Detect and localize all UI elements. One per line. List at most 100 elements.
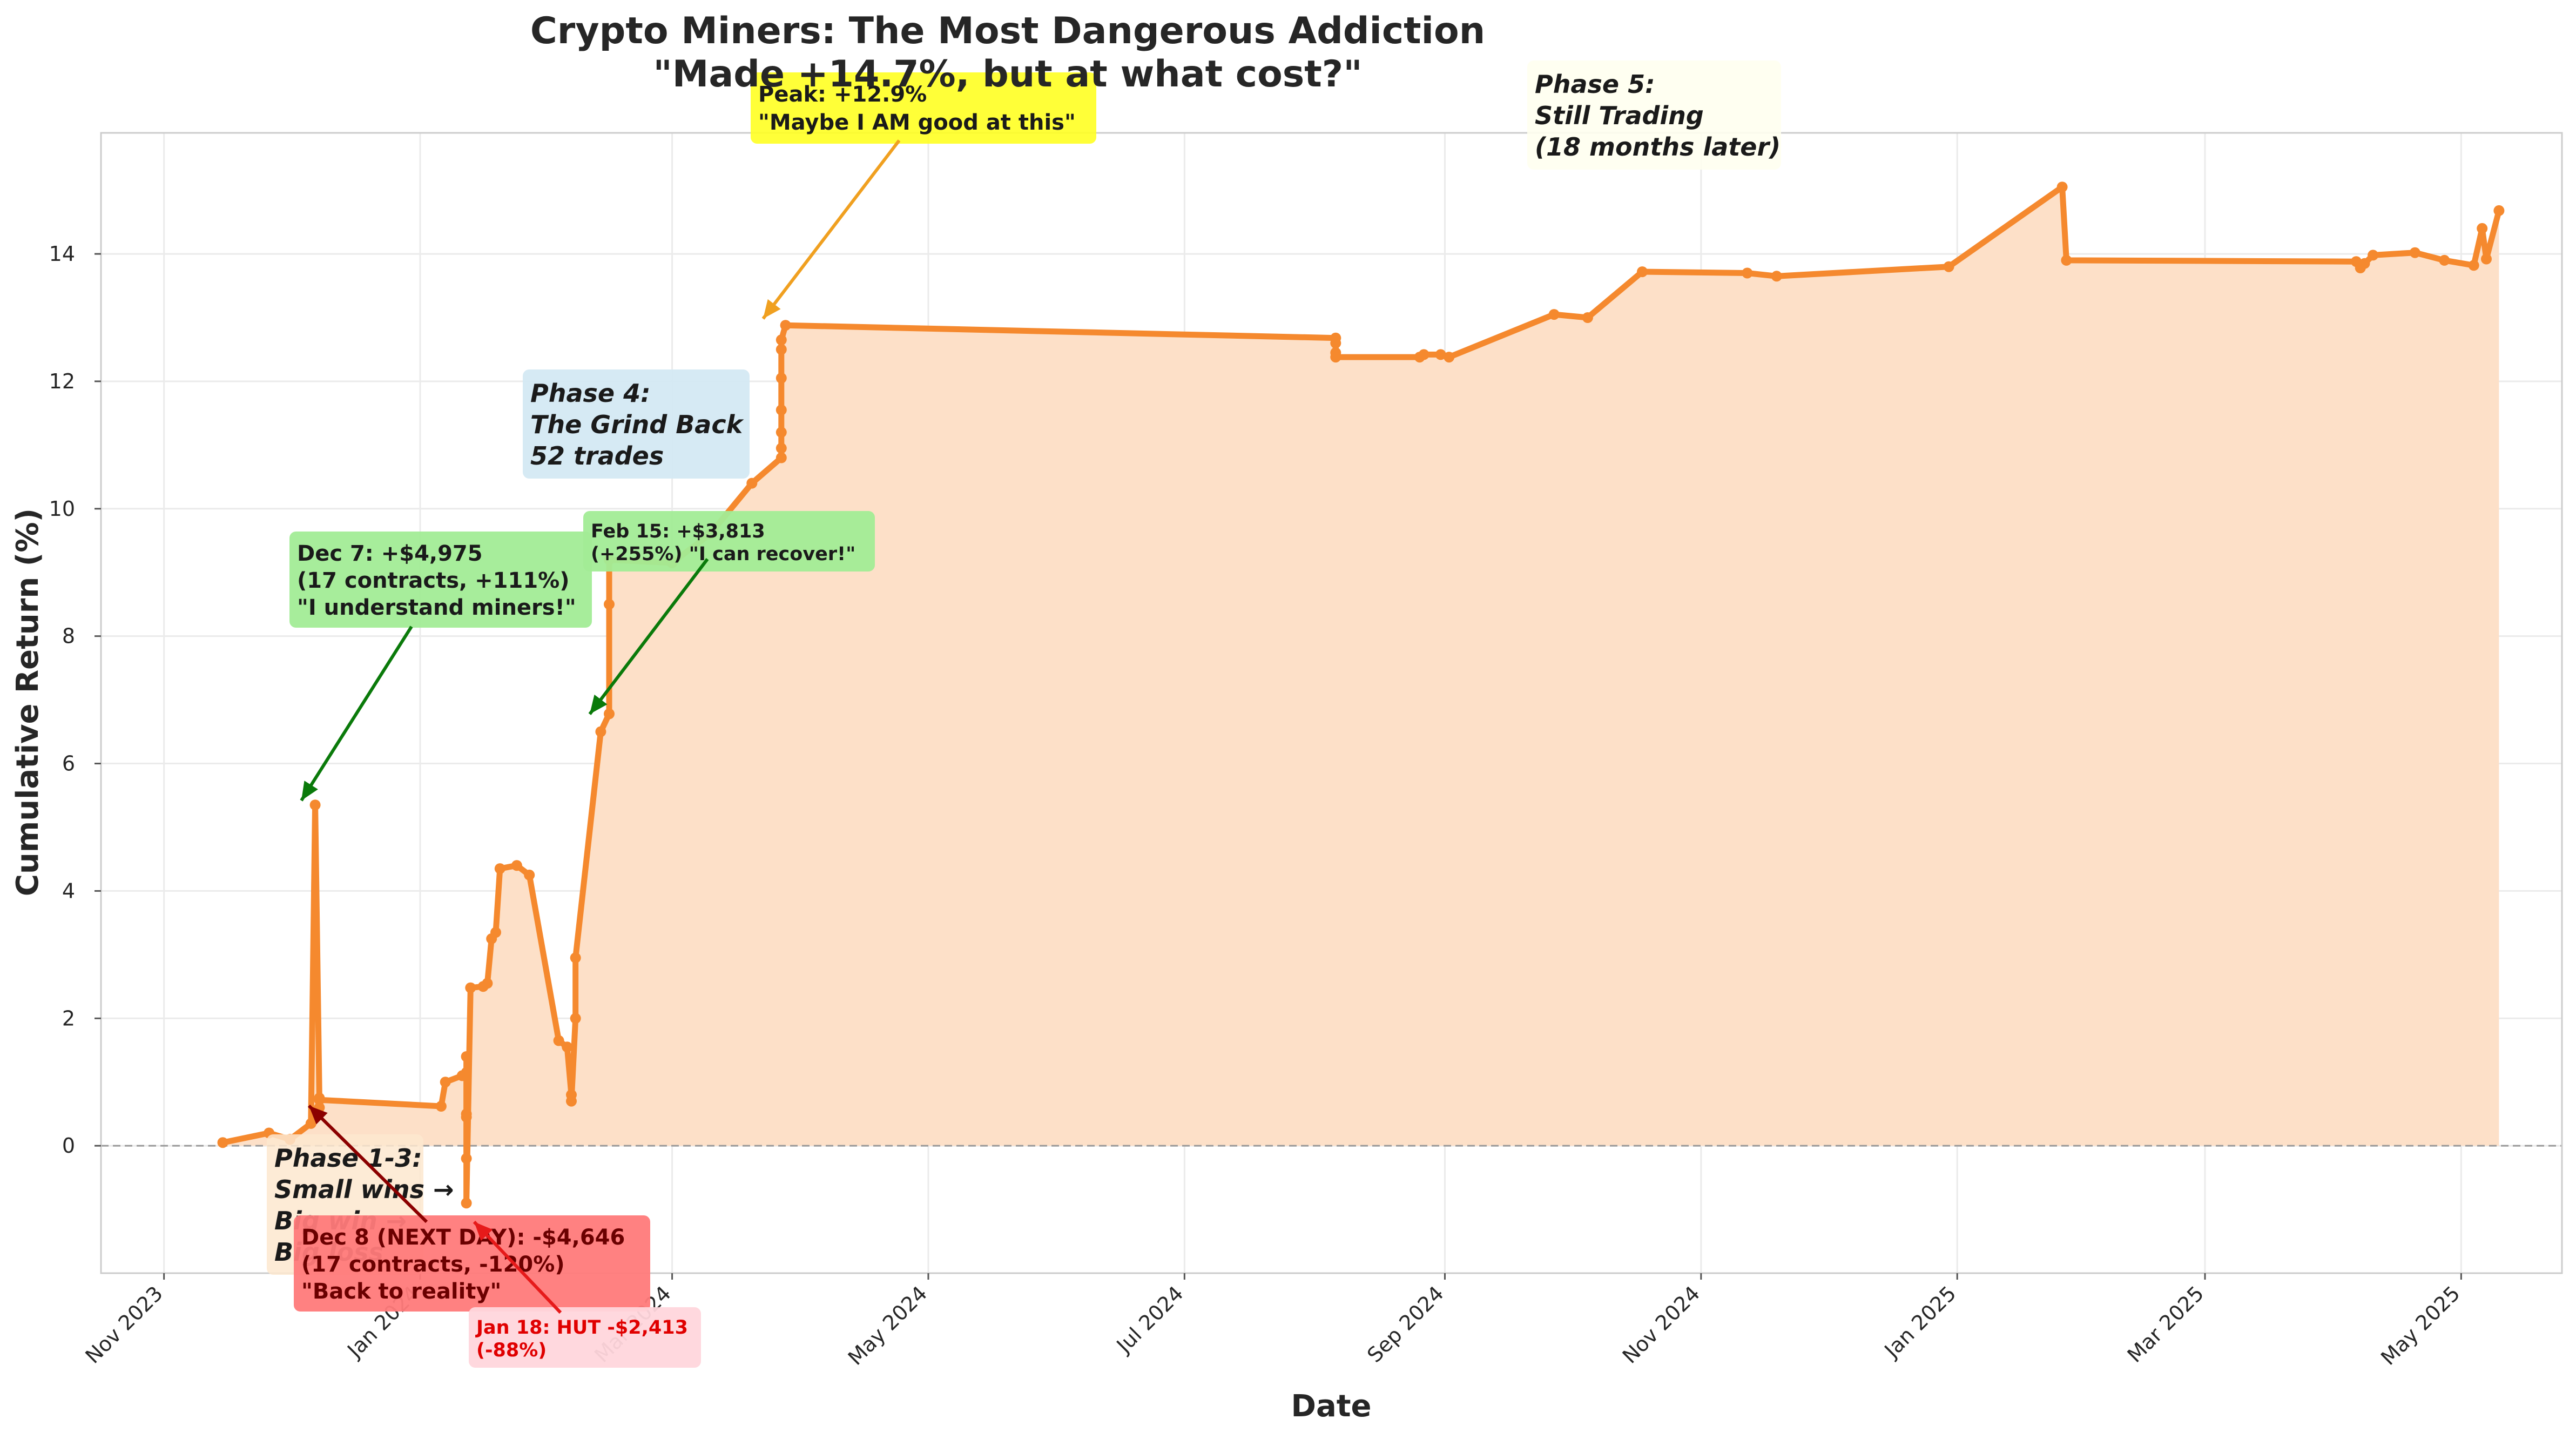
annotation-line: "Back to reality" <box>301 1279 501 1304</box>
data-point <box>2481 253 2492 265</box>
annotation-line: 52 trades <box>530 441 664 470</box>
data-point <box>776 452 787 463</box>
annotation-line: (+255%) "I can recover!" <box>591 543 855 565</box>
data-point <box>1330 352 1341 363</box>
data-point <box>566 1095 577 1107</box>
data-point <box>1582 312 1593 323</box>
data-point <box>570 1013 581 1024</box>
annotation: Jan 18: HUT -$2,413 (-88%) <box>469 1220 701 1368</box>
data-point <box>2056 181 2068 193</box>
data-point <box>490 927 501 938</box>
data-point <box>776 405 787 415</box>
annotation-arrowhead <box>309 1106 328 1125</box>
data-point <box>435 1101 447 1112</box>
data-point <box>570 952 581 964</box>
annotation-line: Feb 15: +$3,813 <box>591 521 765 542</box>
annotation-line: The Grind Back <box>530 410 744 439</box>
annotation-line: Phase 4: <box>530 379 651 408</box>
annotation: Feb 15: +$3,813 (+255%) "I can recover!" <box>583 511 875 715</box>
data-point <box>2368 250 2379 261</box>
y-ticks: 0 2 4 6 8 10 12 14 <box>49 242 101 1158</box>
data-point <box>2468 260 2479 271</box>
annotation-line: Phase 1-3: <box>274 1144 422 1173</box>
annotation-arrowhead <box>763 299 781 319</box>
annotation-arrowhead <box>474 1222 493 1241</box>
data-point <box>780 320 791 331</box>
annotation-box <box>523 369 750 479</box>
annotation-box <box>289 532 592 628</box>
annotation-box <box>1527 60 1781 170</box>
annotation-text: Phase 4: The Grind Back 52 trades <box>530 379 744 470</box>
annotation-line: Jan 18: HUT -$2,413 <box>475 1317 688 1339</box>
y-tick-label: 10 <box>49 497 75 521</box>
y-tick-label: 2 <box>62 1006 75 1030</box>
data-point <box>511 860 522 871</box>
data-point <box>776 344 787 355</box>
annotation-box <box>751 72 1096 144</box>
annotation: Dec 7: +$4,975 (17 contracts, +111%) "I un… <box>289 532 592 802</box>
data-point <box>2061 254 2072 266</box>
data-point <box>440 1077 451 1088</box>
annotation-box <box>469 1307 701 1368</box>
annotation-text: Peak: +12.9% "Maybe I AM good at this" <box>758 82 1076 135</box>
data-point <box>1771 271 1782 282</box>
annotation-line: Phase 5: <box>1535 70 1655 99</box>
annotation-text: Dec 8 (NEXT DAY): -$4,646 (17 contracts, … <box>301 1225 625 1304</box>
annotation-line: Still Trading <box>1535 101 1704 130</box>
annotation-line: (-88%) <box>476 1340 547 1361</box>
annotation-text: Phase 5: Still Trading (18 months later) <box>1535 70 1781 162</box>
annotation: Phase 5: Still Trading (18 months later) <box>1527 60 1781 170</box>
data-point <box>2359 258 2370 269</box>
data-point <box>776 373 787 384</box>
annotation-line: "I understand miners!" <box>297 595 576 620</box>
data-point <box>461 1153 472 1164</box>
annotation-arrow <box>300 626 413 802</box>
series-area <box>222 187 2499 1203</box>
data-point <box>1444 352 1455 363</box>
data-point <box>562 1041 573 1053</box>
data-point <box>461 1112 472 1123</box>
annotation-text: Dec 7: +$4,975 (17 contracts, +111%) "I un… <box>297 541 576 620</box>
annotation-line: (18 months later) <box>1535 132 1781 162</box>
x-axis-label: Date <box>1291 1389 1371 1424</box>
data-point <box>2477 223 2488 234</box>
annotation: Peak: +12.9% "Maybe I AM good at this" <box>751 72 1096 320</box>
data-point <box>2493 205 2505 216</box>
annotation-text: Feb 15: +$3,813 (+255%) "I can recover!" <box>591 521 855 565</box>
annotation-box <box>583 511 875 571</box>
data-point <box>1637 266 1648 278</box>
annotation-text: Jan 18: HUT -$2,413 (-88%) <box>475 1317 688 1361</box>
data-point <box>461 1198 472 1209</box>
annotation-arrow <box>761 139 901 320</box>
annotation-box <box>294 1215 650 1312</box>
data-point <box>482 978 493 989</box>
data-point <box>595 726 606 737</box>
annotation-line: Small wins → <box>274 1175 454 1204</box>
data-point <box>1435 349 1446 360</box>
data-point <box>776 427 787 438</box>
data-point <box>305 1118 316 1129</box>
data-point <box>604 599 615 610</box>
data-point <box>309 799 321 811</box>
chart-subtitle: "Made +14.7%, but at what cost?" <box>653 53 1362 96</box>
y-tick-label: 8 <box>62 624 75 648</box>
data-point <box>1548 309 1560 320</box>
y-tick-label: 0 <box>62 1134 75 1158</box>
data-point <box>553 1035 564 1046</box>
y-tick-label: 12 <box>49 369 75 393</box>
data-point <box>461 1051 472 1062</box>
y-tick-label: 4 <box>62 879 75 903</box>
annotation-line: "Maybe I AM good at this" <box>758 110 1076 135</box>
data-point <box>746 478 758 489</box>
chart-title: Crypto Miners: The Most Dangerous Addict… <box>530 10 1485 52</box>
annotation-line: Peak: +12.9% <box>758 82 927 107</box>
data-point <box>776 442 787 454</box>
annotation-arrowhead <box>301 781 318 801</box>
data-point <box>2409 247 2420 258</box>
y-tick-label: 14 <box>49 242 75 266</box>
data-point <box>461 1067 472 1078</box>
data-point <box>314 1094 325 1106</box>
data-point <box>2439 254 2450 266</box>
annotation-arrow <box>307 1104 428 1223</box>
annotation: Dec 8 (NEXT DAY): -$4,646 (17 contracts, … <box>294 1104 650 1312</box>
